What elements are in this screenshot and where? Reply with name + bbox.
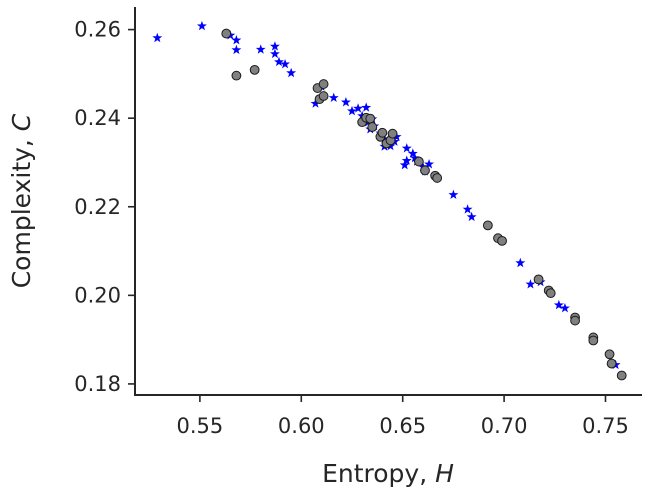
star-point (448, 189, 459, 200)
star-point (196, 20, 207, 31)
circle-point (497, 235, 507, 246)
circle-point (570, 315, 580, 326)
star-point (152, 32, 163, 43)
star-point (231, 44, 242, 55)
star-point (353, 103, 364, 113)
star-point (328, 92, 339, 103)
star-series (152, 20, 621, 370)
circle-point (616, 370, 627, 381)
circle-point (221, 28, 232, 39)
star-point (231, 35, 242, 45)
circle-point (545, 288, 556, 299)
circle-point (588, 335, 599, 346)
star-point (515, 257, 526, 268)
star-point (553, 299, 564, 310)
y-axis-title: Complexity, C (7, 113, 36, 288)
star-point (399, 159, 410, 170)
star-point (269, 48, 280, 59)
x-tick-label: 0.55 (177, 414, 224, 438)
star-point (525, 279, 536, 289)
circle-point (377, 127, 388, 138)
y-tick-label: 0.24 (74, 106, 121, 130)
star-point (361, 102, 372, 112)
star-point (401, 143, 412, 153)
star-point (462, 204, 473, 214)
x-axis-title: Entropy, H (322, 459, 454, 488)
star-point (347, 105, 357, 116)
star-point (255, 44, 266, 54)
star-point (466, 211, 477, 222)
circle-series (221, 28, 627, 381)
star-point (559, 302, 570, 313)
y-tick-label: 0.20 (74, 283, 121, 307)
x-axis-ticks: 0.55 0.60 0.65 0.70 0.75 (177, 395, 629, 438)
x-tick-label: 0.65 (379, 414, 426, 438)
star-point (274, 56, 284, 67)
points-layer (152, 20, 627, 381)
circle-point (604, 349, 615, 360)
circle-point (318, 79, 329, 89)
star-point (286, 67, 297, 78)
circle-point (365, 113, 376, 124)
circle-point (249, 64, 260, 75)
x-tick-label: 0.70 (481, 414, 528, 438)
x-tick-label: 0.60 (278, 414, 325, 438)
star-point (407, 148, 418, 158)
circle-point (482, 220, 493, 231)
circle-point (420, 165, 430, 176)
circle-point (231, 70, 242, 81)
star-point (401, 155, 412, 165)
circle-point (432, 173, 443, 183)
circle-point (318, 91, 329, 101)
star-point (269, 41, 280, 51)
circle-point (367, 122, 378, 132)
y-axis-ticks: 0.18 0.20 0.22 0.24 0.26 (74, 18, 135, 396)
circle-point (414, 156, 424, 167)
y-tick-label: 0.22 (74, 195, 121, 219)
x-tick-label: 0.75 (582, 414, 629, 438)
star-point (340, 97, 351, 107)
y-tick-label: 0.18 (74, 372, 121, 396)
star-point (409, 152, 420, 163)
star-point (424, 159, 435, 169)
star-point (310, 98, 321, 108)
circle-point (606, 358, 617, 369)
circle-point (533, 274, 544, 285)
circle-point (387, 128, 398, 139)
y-tick-label: 0.26 (74, 18, 121, 42)
star-point (280, 58, 291, 69)
